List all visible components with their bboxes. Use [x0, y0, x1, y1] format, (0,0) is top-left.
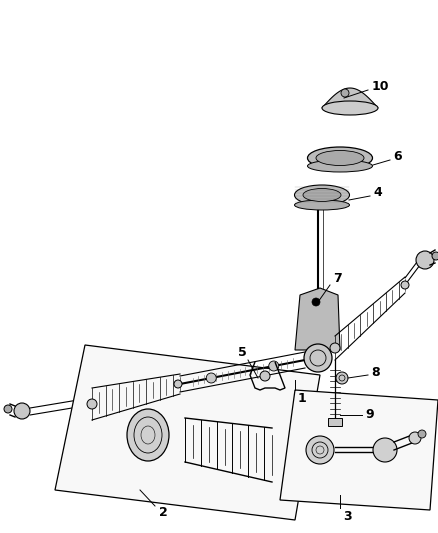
Circle shape	[416, 251, 434, 269]
Text: 10: 10	[371, 80, 389, 93]
Ellipse shape	[307, 147, 372, 169]
Ellipse shape	[307, 160, 372, 172]
Circle shape	[401, 281, 409, 289]
Circle shape	[330, 343, 340, 353]
Circle shape	[4, 405, 12, 413]
Circle shape	[373, 438, 397, 462]
Circle shape	[206, 373, 216, 383]
Text: 4: 4	[374, 187, 382, 199]
Circle shape	[269, 361, 279, 371]
Text: 7: 7	[334, 271, 343, 285]
Ellipse shape	[294, 185, 350, 205]
Circle shape	[14, 403, 30, 419]
Bar	[328, 418, 342, 426]
Text: 9: 9	[366, 408, 374, 422]
Circle shape	[432, 252, 438, 260]
Circle shape	[418, 430, 426, 438]
Circle shape	[409, 432, 421, 444]
Circle shape	[336, 372, 348, 384]
Ellipse shape	[294, 200, 350, 210]
Text: 6: 6	[394, 150, 403, 164]
Polygon shape	[55, 345, 320, 520]
Text: 1: 1	[298, 392, 306, 405]
Circle shape	[312, 298, 320, 306]
Text: 8: 8	[372, 366, 380, 378]
Circle shape	[87, 399, 97, 409]
Circle shape	[304, 344, 332, 372]
Text: 2: 2	[159, 505, 167, 519]
Ellipse shape	[303, 189, 341, 201]
Ellipse shape	[127, 409, 169, 461]
Polygon shape	[322, 88, 378, 108]
Circle shape	[260, 371, 270, 381]
Polygon shape	[295, 288, 340, 350]
Ellipse shape	[322, 101, 378, 115]
Circle shape	[306, 436, 334, 464]
Circle shape	[174, 380, 182, 388]
Text: 3: 3	[344, 510, 352, 522]
Circle shape	[341, 89, 349, 97]
Ellipse shape	[316, 150, 364, 166]
Polygon shape	[280, 390, 438, 510]
Text: 5: 5	[238, 345, 246, 359]
